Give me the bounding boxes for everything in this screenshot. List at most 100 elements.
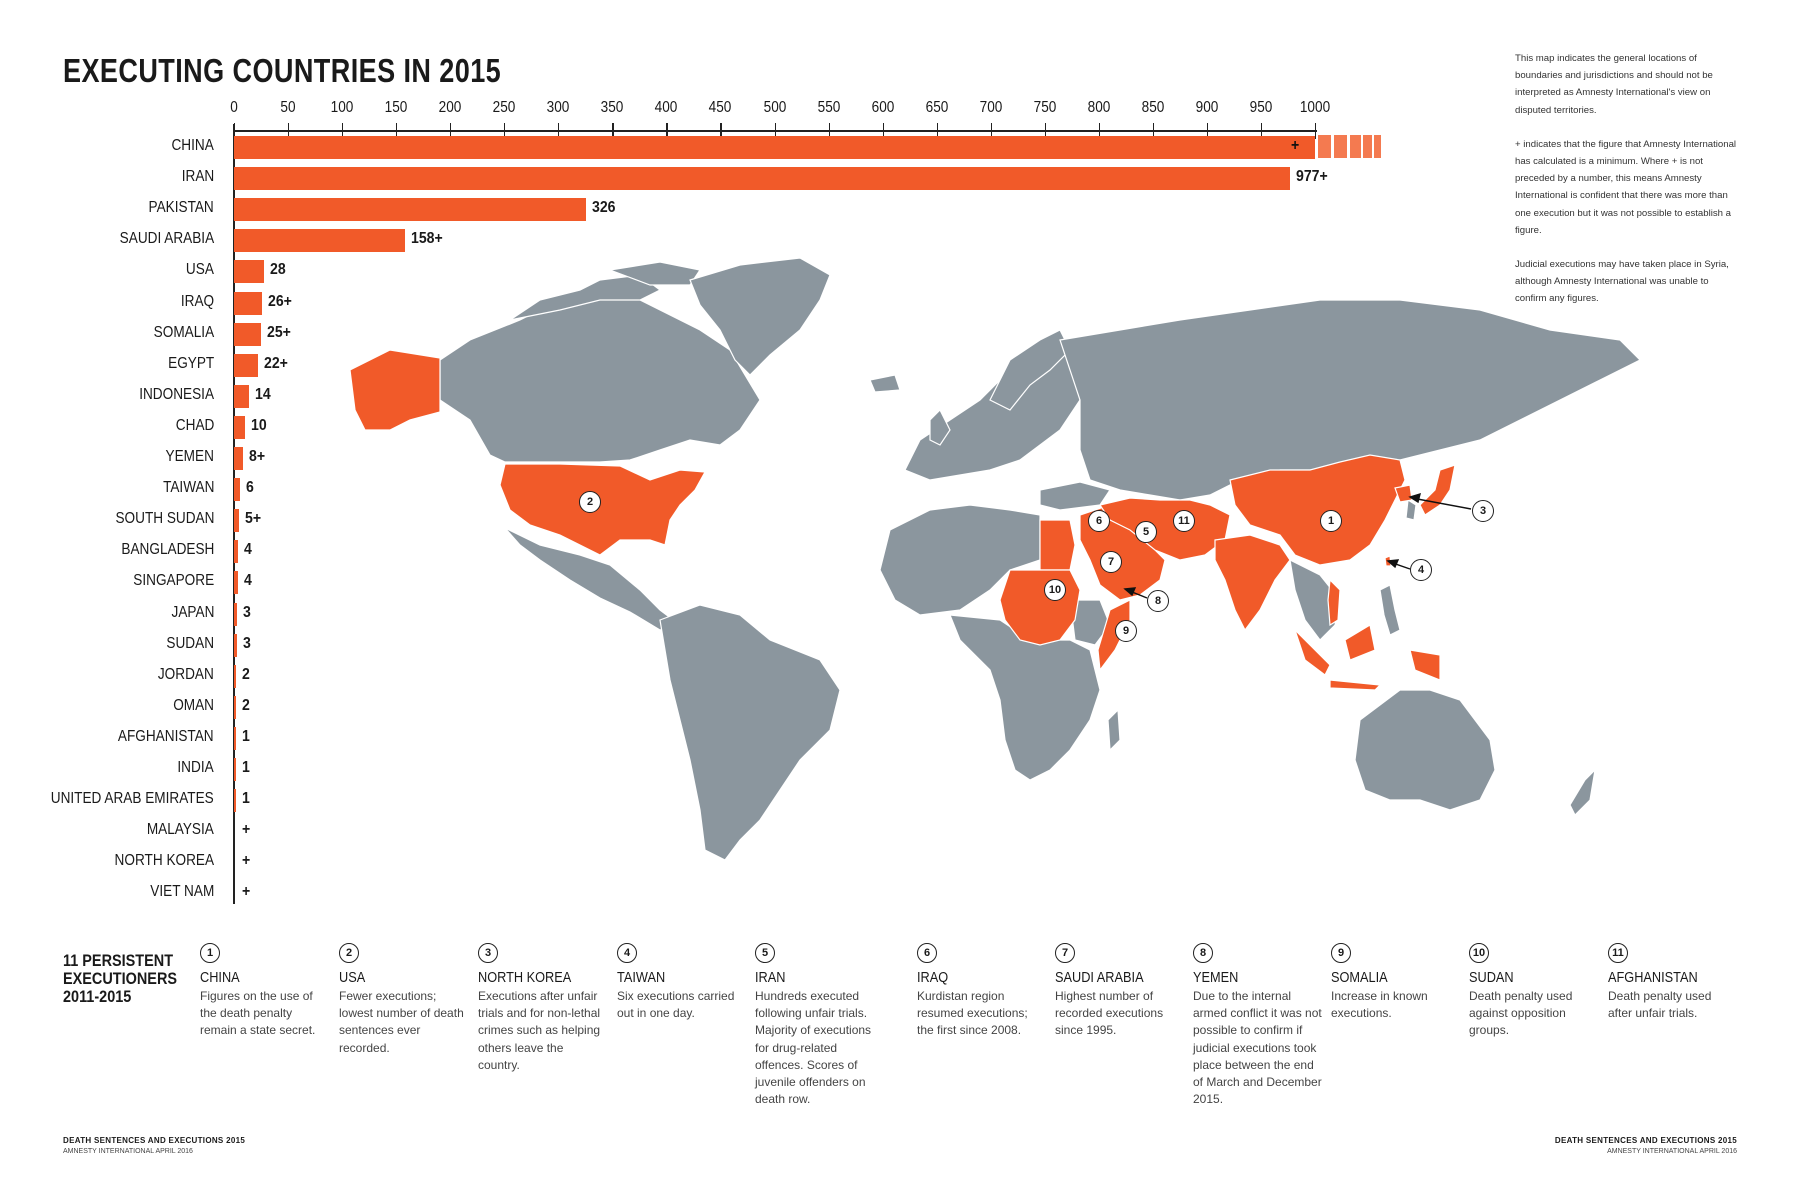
bar xyxy=(234,571,239,595)
map-marker-10: 10 xyxy=(1044,579,1066,601)
country-label: UNITED ARAB EMIRATES xyxy=(51,790,214,808)
legend-number-badge: 6 xyxy=(917,943,937,963)
map-marker-7: 7 xyxy=(1100,551,1122,573)
note-plus-meaning: + indicates that the figure that Amnesty… xyxy=(1515,138,1737,236)
value-label: 14 xyxy=(255,385,271,403)
x-tick-mark xyxy=(396,123,398,139)
country-label: SINGAPORE xyxy=(133,572,214,590)
legend-item-somalia: 9 SOMALIA Increase in known executions. xyxy=(1331,943,1461,1022)
value-label: 26+ xyxy=(268,292,292,310)
x-tick-mark xyxy=(1098,123,1100,139)
x-tick-mark xyxy=(288,123,290,139)
value-label: 4 xyxy=(244,572,253,590)
bar xyxy=(234,322,262,346)
legend-number-badge: 2 xyxy=(339,943,359,963)
x-tick-mark xyxy=(828,123,830,139)
bar xyxy=(234,447,243,470)
value-label: 1 xyxy=(242,759,250,776)
value-label: 10 xyxy=(250,416,267,434)
country-label: INDIA xyxy=(177,759,214,776)
legend-number-badge: 7 xyxy=(1055,943,1075,963)
value-label: 5+ xyxy=(245,510,262,528)
bar xyxy=(234,758,236,781)
value-label: + xyxy=(1291,137,1300,154)
x-tick-label: 1000 xyxy=(1299,99,1331,116)
legend-country: NORTH KOREA xyxy=(478,969,572,986)
legend-country: SOMALIA xyxy=(1331,969,1388,986)
x-tick-mark xyxy=(1260,123,1263,139)
country-label: IRAQ xyxy=(180,292,214,310)
x-tick-mark xyxy=(1152,123,1155,139)
legend-country: YEMEN xyxy=(1193,969,1239,986)
x-tick-label: 50 xyxy=(280,99,296,116)
value-label: 4 xyxy=(244,541,253,559)
value-label: 977+ xyxy=(1296,168,1328,186)
bar xyxy=(234,540,239,564)
legend-description: Executions after unfair trials and for n… xyxy=(478,989,601,1072)
bar xyxy=(234,384,250,408)
x-tick-label: 750 xyxy=(1033,99,1057,116)
map-marker-6: 6 xyxy=(1088,510,1110,532)
legend-item-taiwan: 4 TAIWAN Six executions carried out in one… xyxy=(617,943,747,1022)
x-tick-mark xyxy=(342,123,344,139)
bar xyxy=(234,478,241,502)
legend-country: CHINA xyxy=(200,969,240,986)
legend-country: AFGHANISTAN xyxy=(1608,969,1698,986)
legend-description: Hundreds executed following unfair trial… xyxy=(755,989,872,1107)
x-tick-mark xyxy=(450,123,452,139)
country-label: AFGHANISTAN xyxy=(118,727,214,745)
x-tick-mark xyxy=(234,123,236,139)
country-label: SOMALIA xyxy=(153,323,214,341)
value-label: 28 xyxy=(270,261,286,279)
legend-item-north-korea: 3 NORTH KOREA Executions after unfair tria… xyxy=(478,943,608,1074)
x-tick-mark xyxy=(612,123,614,139)
country-label: SOUTH SUDAN xyxy=(115,510,214,528)
legend-number-badge: 8 xyxy=(1193,943,1213,963)
country-label: MALAYSIA xyxy=(146,821,214,839)
country-label: CHINA xyxy=(171,137,214,154)
value-label: 158+ xyxy=(410,230,443,248)
x-tick-label: 100 xyxy=(330,99,354,116)
x-tick-label: 300 xyxy=(546,99,570,116)
bar xyxy=(234,229,405,253)
map-marker-1: 1 xyxy=(1320,510,1342,532)
x-tick-mark xyxy=(720,123,722,139)
x-tick-label: 900 xyxy=(1195,99,1219,116)
legend-item-yemen: 8 YEMEN Due to the internal armed conflict… xyxy=(1193,943,1323,1108)
legend-country: IRAQ xyxy=(917,969,949,986)
legend-item-saudi-arabia: 7 SAUDI ARABIA Highest number of recorded … xyxy=(1055,943,1185,1040)
bar xyxy=(234,726,236,750)
china-bar-extension xyxy=(1350,135,1361,158)
country-label: YEMEN xyxy=(165,448,214,465)
legend-item-usa: 2 USA Fewer executions; lowest number of d… xyxy=(339,943,469,1057)
country-label: CHAD xyxy=(175,416,214,434)
legend-number-badge: 3 xyxy=(478,943,498,963)
bar xyxy=(234,198,587,222)
value-label: 3 xyxy=(243,603,252,621)
footer-right-title: DEATH SENTENCES AND EXECUTIONS 2015 xyxy=(1554,1136,1737,1145)
chart-title: EXECUTING COUNTRIES IN 2015 xyxy=(63,52,502,89)
legend-description: Increase in known executions. xyxy=(1331,989,1428,1021)
value-label: + xyxy=(242,821,251,839)
legend-item-afghanistan: 11 AFGHANISTAN Death penalty used after un… xyxy=(1608,943,1738,1022)
legend-item-sudan: 10 SUDAN Death penalty used against opposi… xyxy=(1469,943,1599,1040)
map-marker-8: 8 xyxy=(1147,590,1169,612)
x-tick-label: 450 xyxy=(709,99,732,116)
legend-heading: 11 PERSISTENT EXECUTIONERS 2011-2015 xyxy=(63,951,178,1006)
country-label: PAKISTAN xyxy=(148,199,214,217)
value-label: 3 xyxy=(243,634,252,652)
value-label: 22+ xyxy=(263,354,288,372)
china-bar-extension xyxy=(1318,135,1331,158)
x-tick-mark xyxy=(774,123,776,139)
country-label: SUDAN xyxy=(166,634,214,652)
x-tick-label: 700 xyxy=(979,99,1003,116)
x-tick-mark xyxy=(504,123,506,139)
map-marker-11: 11 xyxy=(1173,510,1195,532)
country-label: SAUDI ARABIA xyxy=(119,230,214,248)
bar xyxy=(234,291,263,315)
x-tick-mark xyxy=(558,123,560,139)
china-bar-extension xyxy=(1374,135,1381,158)
bar xyxy=(234,633,238,657)
china-bar-extension xyxy=(1363,135,1372,158)
footer-right: DEATH SENTENCES AND EXECUTIONS 2015 AMNE… xyxy=(1555,1135,1737,1157)
